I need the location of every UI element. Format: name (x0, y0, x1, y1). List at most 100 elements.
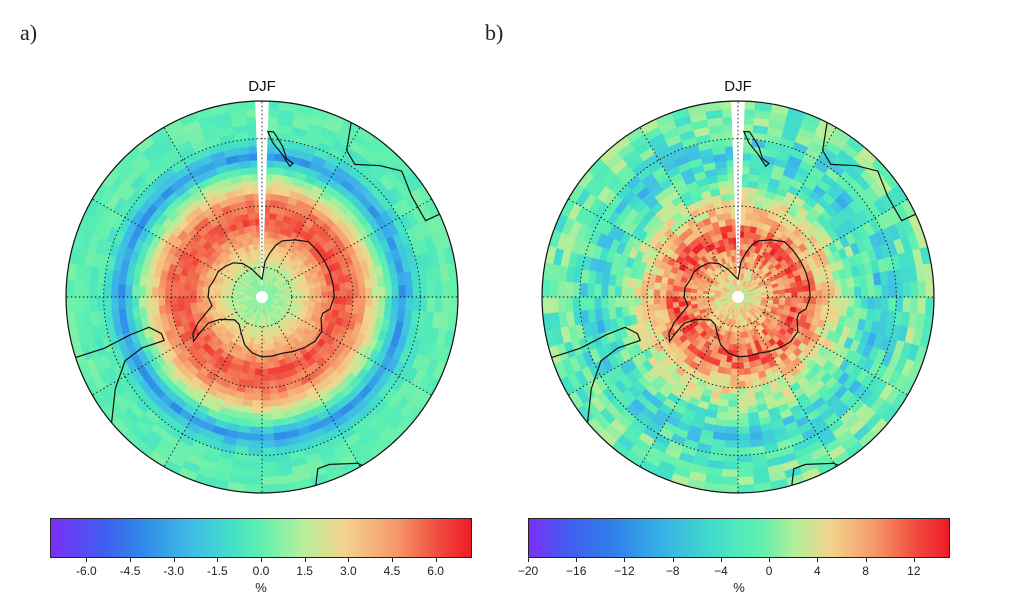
heatmap-cell (814, 303, 823, 313)
colorbar-tick-label: 1.5 (296, 564, 313, 578)
heatmap-cell (925, 296, 934, 315)
heatmap-cell (726, 413, 739, 421)
heatmap-cell (338, 303, 347, 313)
heatmap-cell (291, 296, 299, 301)
heatmap-cell (737, 413, 750, 421)
heatmap-cell (433, 280, 443, 298)
heatmap-cell (255, 356, 263, 364)
heatmap-cell (701, 293, 709, 298)
colorbar-tick-label: −4 (714, 564, 728, 578)
heatmap-cell (309, 296, 317, 303)
heatmap-cell (733, 338, 739, 346)
heatmap-cell (151, 296, 159, 307)
heatmap-cell (841, 296, 849, 307)
heatmap-cell (785, 296, 793, 303)
heatmap-cell (352, 288, 360, 298)
heatmap-cell (177, 289, 185, 298)
heatmap-cell (917, 296, 927, 314)
south-america-coastline (66, 326, 165, 480)
heatmap-cell (620, 286, 629, 298)
heatmap-cell (246, 373, 256, 382)
heatmap-cell (633, 296, 642, 307)
heatmap-cell (737, 356, 745, 364)
heatmap-cell (157, 287, 166, 298)
heatmap-cell (726, 355, 734, 364)
heatmap-cell (170, 296, 179, 306)
heatmap-cell (253, 380, 263, 389)
heatmap-cell (902, 281, 912, 298)
heatmap-cell (261, 413, 274, 421)
heatmap-cell (791, 291, 799, 298)
heatmap-cell (809, 289, 817, 298)
heatmap-cell (103, 282, 112, 298)
heatmap-cell (177, 296, 185, 305)
heatmap-cell (183, 296, 191, 305)
missing-data-sliver (255, 101, 269, 286)
heatmap-cell (261, 440, 276, 449)
heatmap-cell (237, 294, 245, 298)
heatmap-cell (261, 426, 275, 435)
heatmap-cell (66, 279, 75, 298)
heatmap-cell (713, 294, 721, 298)
heatmap-cell (117, 296, 126, 310)
colorbar-tick-mark (769, 558, 771, 562)
heatmap-cell (917, 280, 927, 298)
heatmap-cell (219, 293, 227, 298)
heatmap-cell (258, 332, 263, 340)
heatmap-cell (170, 288, 179, 298)
map-border (65, 100, 459, 494)
heatmap-cell (419, 296, 428, 312)
heatmap-cell (847, 296, 856, 308)
heatmap-cell (909, 280, 919, 298)
colorbar-tick-label: 4 (814, 564, 821, 578)
heatmap-cell (441, 280, 451, 298)
heatmap-cell (189, 296, 197, 304)
heatmap-cell (593, 284, 602, 298)
heatmap-cell (177, 281, 186, 291)
heatmap-cell (828, 288, 836, 298)
heatmap-cell (737, 433, 751, 442)
heatmap-cell (737, 484, 756, 493)
heatmap-cell (734, 332, 739, 340)
heatmap-cell (259, 314, 263, 322)
colorbar-tick-label: -1.5 (207, 564, 228, 578)
heatmap-cell (728, 343, 735, 351)
heatmap-cell (925, 279, 934, 298)
heatmap-cell (867, 284, 876, 298)
heatmap-cell (256, 344, 263, 352)
heatmap-cell (419, 282, 428, 298)
heatmap-cell (815, 289, 823, 298)
heatmap-cell (586, 296, 595, 311)
colorbar-tick-label: −20 (517, 564, 539, 578)
colorbar-tick-mark (348, 558, 350, 562)
heatmap-cell (542, 296, 551, 315)
heatmap-cell (579, 296, 588, 312)
colorbar-tick-label: 0 (765, 564, 773, 578)
heatmap-cell (867, 296, 876, 310)
heatmap-cell (821, 288, 830, 298)
heatmap-cell (737, 476, 755, 486)
heatmap-cell (352, 296, 360, 306)
heatmap-cell (255, 362, 263, 370)
heatmap-cell (144, 286, 153, 298)
panel-b-colorbar-unit: % (733, 580, 745, 595)
heatmap-cell (103, 296, 112, 312)
colorbar-tick-mark (86, 558, 88, 562)
heatmap-cell (653, 281, 662, 291)
heatmap-cell (726, 419, 739, 428)
heatmap-cell (189, 284, 198, 292)
heatmap-cell (678, 286, 686, 293)
heatmap-cell (737, 368, 746, 376)
heatmap-cell (131, 296, 140, 309)
heatmap-cell (720, 484, 739, 493)
colorbar-tick-label: 3.0 (339, 564, 357, 578)
heatmap-cell (671, 290, 679, 298)
heatmap-cell (249, 433, 263, 442)
heatmap-cell (308, 300, 316, 307)
heatmap-cell (261, 284, 264, 292)
heatmap-cell (557, 280, 567, 298)
heatmap-cell (727, 406, 739, 415)
heatmap-cell (737, 447, 753, 456)
heatmap-cell (261, 406, 273, 415)
heatmap-cell (253, 387, 263, 395)
